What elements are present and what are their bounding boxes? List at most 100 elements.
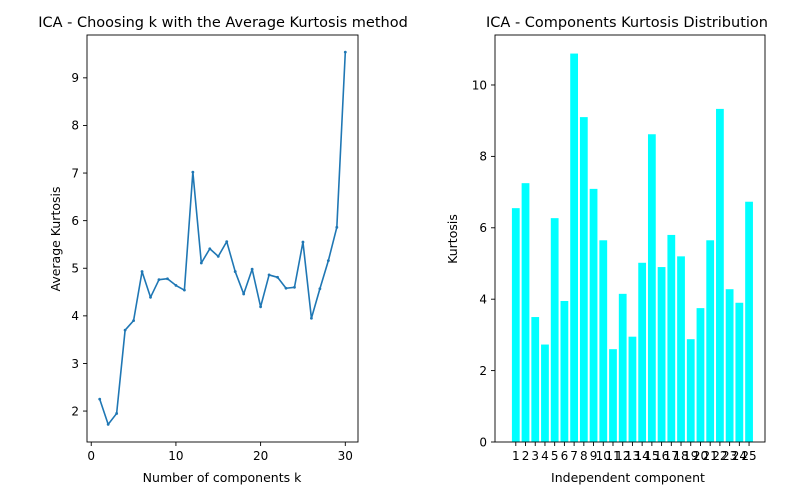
line-point	[115, 412, 119, 415]
bar	[609, 349, 617, 442]
bar-chart-y-tick-label: 4	[479, 292, 487, 306]
line-chart-y-tick-label: 6	[71, 214, 79, 228]
bar	[677, 256, 685, 442]
bar	[589, 188, 598, 442]
line-point	[98, 397, 102, 401]
bar	[745, 201, 753, 442]
bar	[531, 317, 540, 442]
line-point	[335, 225, 339, 229]
bar-chart-x-tick-label: 2	[522, 449, 530, 463]
line-point	[225, 240, 229, 243]
line-point	[242, 292, 246, 296]
line-chart-y-tick-label: 4	[71, 309, 79, 323]
line-point	[157, 278, 161, 282]
bar-chart-x-tick-label: 14	[635, 449, 650, 463]
line-chart-y-axis-label: Average Kurtosis	[48, 187, 63, 292]
line-point	[276, 275, 279, 279]
bar	[599, 240, 608, 442]
line-point	[174, 283, 178, 287]
bar-chart-x-tick-label: 8	[580, 449, 588, 463]
line-point	[250, 267, 254, 271]
bar	[521, 183, 530, 442]
bar	[570, 53, 579, 442]
bar-chart-x-tick-label: 11	[605, 449, 620, 463]
line-point	[326, 259, 330, 263]
line-point	[149, 295, 152, 299]
line-point	[216, 254, 220, 258]
bar-chart-x-tick-label: 20	[693, 449, 708, 463]
bar-chart-x-tick-label: 5	[551, 449, 559, 463]
bar	[618, 293, 627, 442]
line-series	[98, 52, 347, 426]
bar-chart-x-tick-label: 10	[596, 449, 611, 463]
line-point	[182, 288, 186, 292]
bar-chart-y-tick-label: 8	[479, 150, 487, 164]
line-chart-y-tick-label: 5	[71, 262, 79, 276]
line-point	[106, 422, 110, 426]
line-point	[259, 305, 263, 309]
line-point	[267, 273, 271, 277]
line-chart: ICA - Choosing k with the Average Kurtos…	[38, 15, 408, 485]
bar	[706, 240, 715, 442]
bar-chart-x-tick-label: 23	[722, 449, 737, 463]
line-point	[132, 319, 135, 323]
bar-chart-plot-area: 1 2 3 4 5 6 7 8 91011121314151617181920212223242…	[472, 53, 757, 463]
bar-chart-x-tick-label: 3	[531, 449, 539, 463]
line-chart-y-tick-label: 8	[71, 119, 79, 133]
bar	[667, 234, 676, 442]
line-chart-x-tick-label: 10	[168, 449, 183, 463]
bar-chart-x-tick-label: 1	[512, 449, 520, 463]
bar	[725, 289, 734, 442]
bar-chart-x-tick-label: 25	[741, 449, 756, 463]
bar-chart-x-tick-label: 13	[625, 449, 640, 463]
line-point	[140, 270, 144, 273]
bar-chart-y-tick-label: 0	[479, 435, 487, 449]
bar	[735, 302, 744, 442]
bar	[541, 344, 549, 442]
bar-chart-x-tick-label: 21	[703, 449, 718, 463]
bar	[647, 134, 656, 443]
line-point	[343, 50, 347, 54]
line-point	[318, 287, 322, 291]
line-chart-x-tick-label: 0	[87, 449, 95, 463]
bar-chart-y-tick-label: 2	[479, 364, 487, 378]
bar-chart: ICA - Components Kurtosis Distribution 1…	[445, 15, 768, 485]
line-point	[301, 240, 305, 244]
bar-chart-y-tick-label: 10	[472, 78, 487, 92]
line-chart-y-tick-label: 9	[71, 71, 79, 85]
bar-chart-x-tick-label: 16	[654, 449, 669, 463]
line-chart-x-tick-label: 30	[338, 449, 353, 463]
line-point	[166, 277, 169, 281]
line-point	[310, 316, 313, 320]
bar	[686, 339, 695, 442]
bar	[638, 262, 647, 442]
bar	[657, 267, 666, 442]
line-point	[233, 270, 237, 273]
bar	[579, 117, 588, 442]
bar-chart-frame	[494, 34, 766, 443]
bar-chart-x-tick-label: 12	[615, 449, 630, 463]
line-chart-y-tick-label: 2	[71, 404, 79, 418]
bar-chart-x-tick-label: 6	[561, 449, 569, 463]
bar-chart-x-tick-label: 7	[570, 449, 578, 463]
bar	[696, 308, 705, 442]
bar-chart-x-tick-label: 17	[664, 449, 679, 463]
bar	[716, 108, 724, 442]
line-chart-title: ICA - Choosing k with the Average Kurtos…	[38, 15, 408, 31]
bar-chart-x-tick-label: 9	[590, 449, 598, 463]
bar	[550, 218, 559, 442]
bar	[628, 336, 637, 442]
bar-chart-y-axis-label: Kurtosis	[445, 214, 460, 264]
bar	[511, 208, 520, 442]
bar-chart-x-tick-label: 4	[541, 449, 549, 463]
bar-chart-x-tick-label: 18	[673, 449, 688, 463]
bar-chart-x-tick-label: 15	[644, 449, 659, 463]
line-point	[208, 247, 212, 251]
line-point	[123, 328, 127, 332]
line-point	[293, 285, 296, 289]
line-chart-x-axis-label: Number of components k	[143, 470, 302, 485]
line-point	[199, 261, 203, 265]
line-chart-frame	[86, 34, 359, 443]
